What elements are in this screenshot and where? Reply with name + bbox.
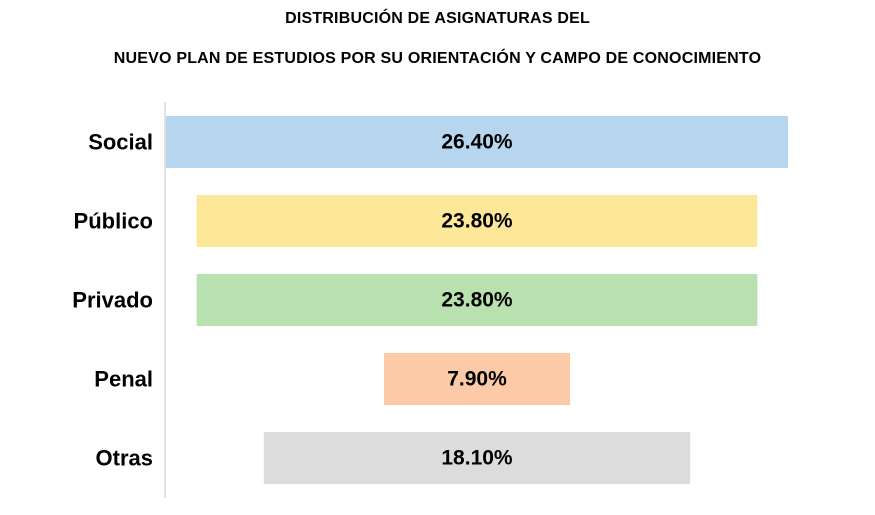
chart-title-line-2: NUEVO PLAN DE ESTUDIOS POR SU ORIENTACIÓ… xyxy=(113,50,762,67)
bar-publico xyxy=(196,195,758,247)
bar-privado xyxy=(196,274,758,326)
category-label-social: Social xyxy=(88,130,153,155)
category-label-otras: Otras xyxy=(96,446,153,471)
bar-social xyxy=(166,116,788,168)
bar-otras xyxy=(263,432,691,484)
value-label-privado: 23.80% xyxy=(441,289,513,312)
bar-penal xyxy=(383,353,571,405)
category-label-privado: Privado xyxy=(72,288,153,313)
category-label-publico: Público xyxy=(74,209,153,234)
value-label-social: 26.40% xyxy=(441,131,513,154)
value-label-otras: 18.10% xyxy=(441,447,513,470)
value-label-publico: 23.80% xyxy=(441,210,513,233)
value-label-penal: 7.90% xyxy=(447,368,507,391)
chart-title-line-1: DISTRIBUCIÓN DE ASIGNATURAS DEL xyxy=(285,10,590,27)
category-label-penal: Penal xyxy=(94,367,153,392)
